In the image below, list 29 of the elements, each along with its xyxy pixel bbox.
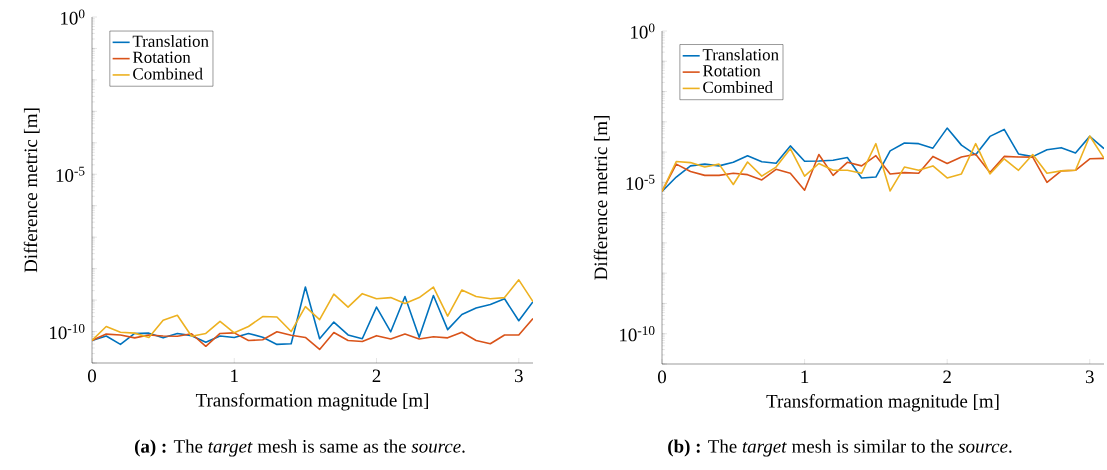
- y-tick-label: 10$^{0}$: [631, 23, 655, 39]
- line-series: [92, 286, 533, 346]
- y-tick-label: 10$^{-10}$: [50, 323, 85, 340]
- text: (b) : The target mesh is similar to the source.: [668, 439, 1012, 457]
- x-tick-label: 1: [231, 369, 238, 383]
- line-series: [92, 317, 533, 351]
- x-tick-label: 3: [1085, 370, 1094, 384]
- x-tick-label: 2: [372, 369, 381, 383]
- y-axis-title: Difference metric [m]: [593, 116, 610, 280]
- legend-label: Rotation: [132, 51, 191, 63]
- y-tick-label: 10$^{-5}$: [626, 174, 655, 190]
- x-tick-label: 3: [514, 369, 523, 383]
- legend-label: Rotation: [702, 65, 761, 77]
- x-tick-label: 1: [801, 370, 809, 384]
- x-axis-title: Transformation magnitude [m]: [766, 394, 999, 412]
- text: (a) : The target mesh is same as the source.: [134, 439, 465, 457]
- x-tick-label: 2: [943, 370, 951, 384]
- y-tick-label: 10$^{0}$: [61, 9, 85, 25]
- y-axis-title: Difference metric [m]: [23, 108, 40, 273]
- legend-label: Combined: [133, 67, 203, 80]
- legend-label: Translation: [132, 35, 209, 47]
- legend-label: Combined: [703, 81, 773, 94]
- y-tick-label: 10$^{-5}$: [56, 166, 85, 182]
- line-series: [92, 279, 533, 342]
- x-tick-label: 0: [87, 369, 96, 383]
- x-tick-label: 0: [657, 370, 667, 384]
- x-axis-title: Transformation magnitude [m]: [195, 393, 428, 411]
- legend-label: Translation: [702, 48, 779, 61]
- y-tick-label: 10$^{-10}$: [620, 326, 655, 342]
